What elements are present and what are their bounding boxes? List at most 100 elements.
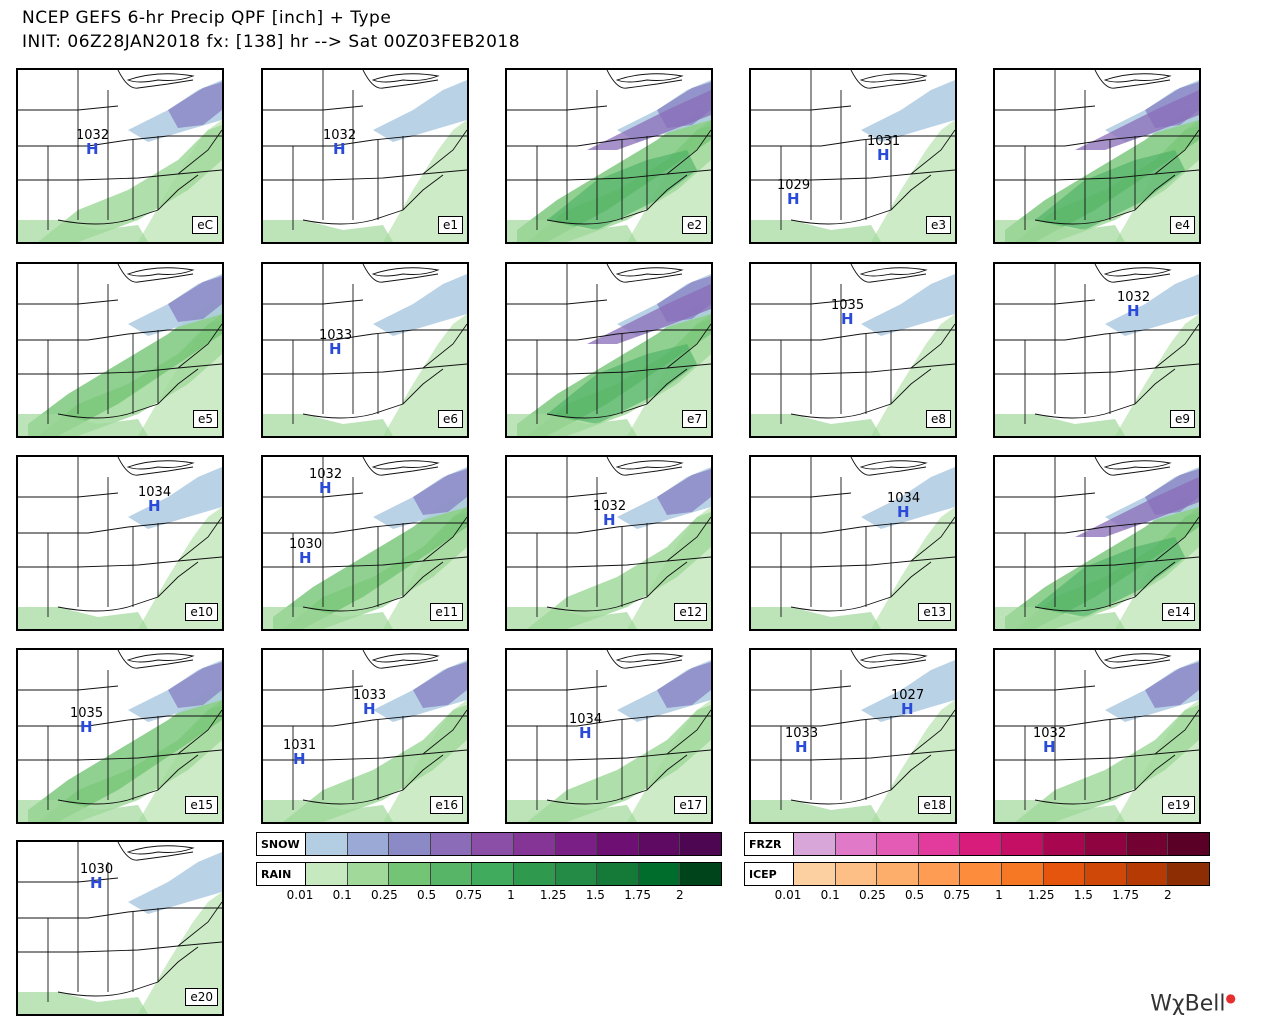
high-pressure-value: 1033 (319, 328, 353, 343)
icep-legend-label: ICEP (745, 863, 794, 885)
high-pressure-marker: H (329, 340, 342, 358)
legend-swatch (638, 833, 681, 855)
legend-tick: 0.1 (332, 888, 352, 902)
legend-swatch (638, 863, 681, 885)
legend-tick: 0.01 (774, 888, 802, 902)
legend-tick: 2 (1163, 888, 1172, 902)
high-pressure-value: 1027 (891, 688, 925, 703)
high-pressure-marker: H (363, 700, 376, 718)
legend-swatch (794, 863, 836, 885)
high-pressure-value: 1032 (76, 128, 110, 143)
legend-tick: 1 (995, 888, 1003, 902)
high-pressure-marker: H (90, 874, 103, 892)
high-pressure-value: 1032 (309, 467, 343, 482)
high-pressure-value: 1034 (887, 491, 921, 506)
high-pressure-value: 1034 (569, 712, 603, 727)
member-panel-e2: e2 (505, 68, 713, 244)
member-label: e16 (430, 796, 463, 814)
legend-swatch (680, 833, 721, 855)
legend-swatch (389, 863, 431, 885)
high-pressure-value: 1035 (70, 706, 104, 721)
member-panel-e17: e17 1034 H (505, 648, 713, 824)
member-panel-e11: e11 1032 H 1030 H (261, 455, 469, 631)
rain-legend: RAIN (256, 862, 722, 886)
legend-swatch (472, 833, 514, 855)
member-panel-e1: e1 1032 H (261, 68, 469, 244)
legend-swatch (430, 833, 473, 855)
high-pressure-marker: H (86, 140, 99, 158)
chart-subtitle: INIT: 06Z28JAN2018 fx: [138] hr --> Sat … (22, 32, 521, 52)
high-pressure-marker: H (319, 479, 332, 497)
legend-tick: 1.75 (624, 888, 651, 902)
high-pressure-marker: H (148, 497, 161, 515)
high-pressure-marker: H (80, 718, 93, 736)
member-label: e2 (681, 216, 707, 234)
member-panel-e6: e6 1033 H (261, 262, 469, 438)
legend-tick: 0.75 (943, 888, 971, 902)
member-panel-e5: e5 (16, 262, 224, 438)
legend-swatch (347, 833, 390, 855)
high-pressure-marker: H (901, 700, 914, 718)
member-panel-e10: e10 1034 H (16, 455, 224, 631)
legend-swatch (306, 833, 348, 855)
snow-legend: SNOW (256, 832, 722, 856)
legend-swatch (1168, 863, 1209, 885)
member-label: e6 (437, 410, 463, 428)
legend-swatch (1001, 863, 1044, 885)
legend-swatch (918, 833, 961, 855)
legend-swatch (555, 863, 598, 885)
member-label: e4 (1169, 216, 1195, 234)
member-label: e14 (1162, 603, 1195, 621)
member-label: e20 (185, 988, 218, 1006)
member-label: e10 (185, 603, 218, 621)
legend-swatch (347, 863, 390, 885)
high-pressure-value: 1033 (785, 726, 819, 741)
legend-swatch (597, 833, 639, 855)
legend-swatch (1168, 833, 1209, 855)
legend-swatch (835, 833, 878, 855)
frzr-legend-label: FRZR (745, 833, 794, 855)
member-label: e15 (185, 796, 218, 814)
high-pressure-value: 1030 (289, 537, 323, 552)
member-label: e9 (1169, 410, 1195, 428)
member-label: eC (192, 216, 218, 234)
member-label: e3 (925, 216, 951, 234)
member-panel-e3: e3 1031 H 1029 H (749, 68, 957, 244)
member-label: e19 (1162, 796, 1195, 814)
member-panel-e13: e13 1034 H (749, 455, 957, 631)
legend-tick: 2 (675, 888, 684, 902)
high-pressure-marker: H (293, 750, 306, 768)
high-pressure-value: 1032 (1033, 726, 1067, 741)
member-label: e11 (430, 603, 463, 621)
member-panel-e7: e7 (505, 262, 713, 438)
high-pressure-value: 1030 (80, 862, 114, 877)
legend-tick: 0.75 (455, 888, 483, 902)
member-panel-e14: e14 (993, 455, 1201, 631)
legend-tick: 1.25 (1027, 888, 1055, 902)
high-pressure-value: 1032 (593, 499, 627, 514)
legend-swatch (877, 863, 919, 885)
legend-tick: 0.25 (859, 888, 886, 902)
legend-swatch (1001, 833, 1044, 855)
member-panel-e20: e20 1030 H (16, 840, 224, 1016)
high-pressure-marker: H (841, 310, 854, 328)
legend-swatch (1085, 863, 1127, 885)
high-pressure-marker: H (787, 190, 800, 208)
member-panel-e4: e4 (993, 68, 1201, 244)
legend-swatch (960, 863, 1002, 885)
snow-legend-label: SNOW (257, 833, 306, 855)
member-panel-e9: e9 1032 H (993, 262, 1201, 438)
high-pressure-value: 1034 (138, 485, 172, 500)
legend-tick: 0.1 (820, 888, 840, 902)
legend-swatch (680, 863, 721, 885)
high-pressure-marker: H (1043, 738, 1056, 756)
member-panel-e15: e15 1035 H (16, 648, 224, 824)
legend-swatch (877, 833, 919, 855)
legend-tick: 0.01 (286, 888, 314, 902)
legend-tick: 1.5 (585, 888, 605, 902)
high-pressure-value: 1031 (283, 738, 317, 753)
legend-swatch (513, 833, 556, 855)
member-panel-e18: e18 1027 H 1033 H (749, 648, 957, 824)
chart-title: NCEP GEFS 6-hr Precip QPF [inch] + Type (22, 8, 392, 28)
member-panel-e16: e16 1033 H 1031 H (261, 648, 469, 824)
